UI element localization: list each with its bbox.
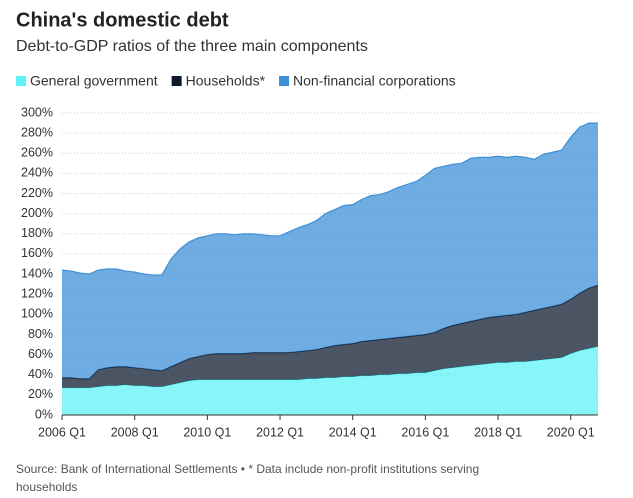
legend-swatch bbox=[16, 76, 26, 86]
area-edge bbox=[61, 122, 598, 276]
x-tick-label: 2006 Q1 bbox=[38, 425, 86, 439]
chart-subtitle: Debt-to-GDP ratios of the three main com… bbox=[16, 38, 368, 55]
x-tick-label: 2010 Q1 bbox=[183, 425, 231, 439]
area bbox=[62, 123, 598, 379]
legend-swatch bbox=[279, 76, 290, 86]
y-tick-label: 160% bbox=[21, 246, 53, 260]
x-tick-label: 2012 Q1 bbox=[256, 425, 304, 439]
x-tick-label: 2014 Q1 bbox=[329, 425, 377, 439]
legend-swatch bbox=[171, 76, 182, 86]
y-tick-label: 60% bbox=[28, 347, 53, 361]
legend-label: General government bbox=[30, 73, 158, 89]
x-tick-label: 2018 Q1 bbox=[474, 425, 522, 439]
y-tick-label: 100% bbox=[21, 307, 53, 321]
legend-label: Non-financial corporations bbox=[293, 73, 456, 89]
y-tick-label: 120% bbox=[21, 286, 53, 300]
y-tick-label: 40% bbox=[28, 367, 53, 381]
x-tick-label: 2020 Q1 bbox=[547, 425, 595, 439]
legend-label: Households* bbox=[186, 73, 266, 89]
area bbox=[62, 346, 598, 415]
x-tick-label: 2008 Q1 bbox=[111, 425, 159, 439]
y-tick-label: 260% bbox=[21, 146, 53, 160]
x-tick-label: 2016 Q1 bbox=[401, 425, 449, 439]
y-tick-label: 300% bbox=[21, 105, 53, 119]
y-tick-label: 220% bbox=[21, 186, 53, 200]
y-tick-label: 200% bbox=[21, 206, 53, 220]
y-tick-label: 80% bbox=[28, 327, 53, 341]
area bbox=[62, 285, 598, 388]
y-tick-label: 180% bbox=[21, 226, 53, 240]
y-tick-label: 140% bbox=[21, 266, 53, 280]
y-tick-label: 20% bbox=[28, 387, 53, 401]
y-tick-label: 0% bbox=[35, 407, 53, 421]
chart-title: China's domestic debt bbox=[16, 9, 229, 31]
y-tick-label: 280% bbox=[21, 125, 53, 139]
source-note: Source: Bank of International Settlement… bbox=[16, 462, 480, 494]
y-tick-label: 240% bbox=[21, 166, 53, 180]
